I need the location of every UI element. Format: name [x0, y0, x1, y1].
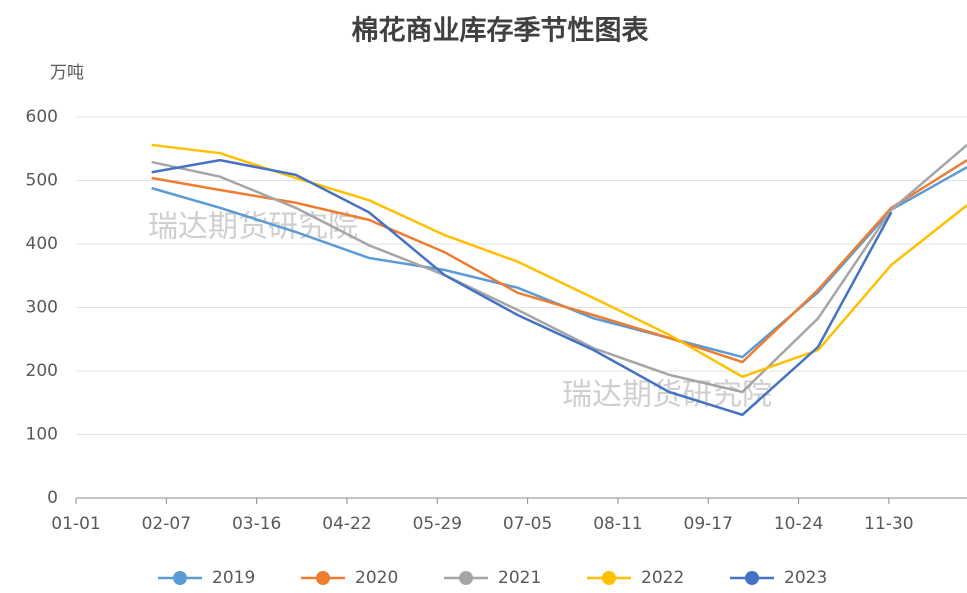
y-axis-label: 万吨 [50, 63, 84, 83]
x-tick-label: 09-17 [684, 514, 733, 534]
chart-title: 棉花商业库存季节性图表 [352, 16, 649, 47]
series-line [151, 143, 967, 394]
legend-marker [316, 571, 330, 585]
series-line [151, 159, 967, 364]
legend-marker [745, 571, 759, 585]
series-line [151, 143, 967, 379]
x-tick-label: 05-29 [413, 514, 462, 534]
legend-label: 2023 [784, 568, 827, 588]
y-tick-label: 0 [47, 488, 58, 508]
x-tick-label: 04-22 [322, 514, 371, 534]
y-tick-label: 600 [26, 107, 58, 127]
y-tick-label: 500 [26, 171, 58, 191]
y-tick-label: 200 [26, 361, 58, 381]
legend-label: 2022 [641, 568, 684, 588]
series-line [151, 166, 967, 359]
legend-marker [602, 571, 616, 585]
x-tick-label: 08-11 [593, 514, 642, 534]
watermark: 瑞达期货研究院 [562, 378, 772, 413]
legend-marker [459, 571, 473, 585]
x-tick-label: 11-30 [864, 514, 913, 534]
legend-label: 2019 [212, 568, 255, 588]
series-line [151, 158, 893, 417]
x-tick-label: 07-05 [503, 514, 552, 534]
x-tick-label: 10-24 [774, 514, 823, 534]
x-tick-label: 01-01 [51, 514, 100, 534]
legend-marker [173, 571, 187, 585]
x-tick-label: 02-07 [142, 514, 191, 534]
legend-label: 2020 [355, 568, 398, 588]
legend-label: 2021 [498, 568, 541, 588]
y-tick-label: 400 [26, 234, 58, 254]
y-tick-label: 300 [26, 298, 58, 318]
watermark: 瑞达期货研究院 [148, 210, 358, 245]
y-tick-label: 100 [26, 425, 58, 445]
x-tick-label: 03-16 [232, 514, 281, 534]
